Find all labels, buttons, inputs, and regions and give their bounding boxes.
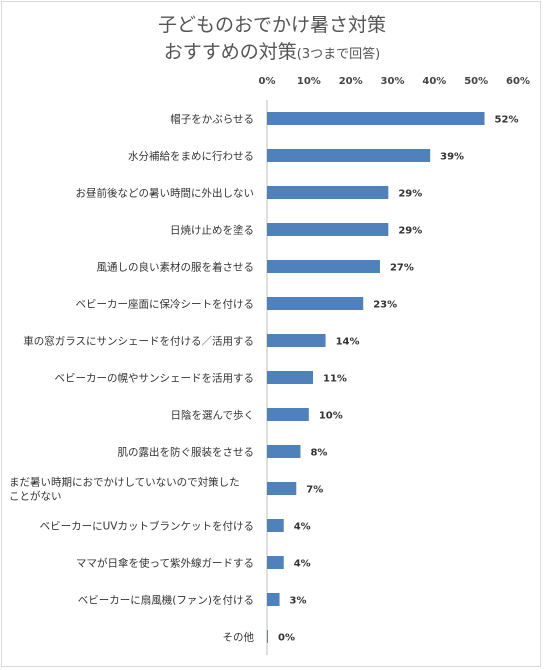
bar (267, 408, 309, 421)
category-label: 水分補給をまめに行わせる (128, 150, 254, 163)
data-label: 10% (319, 411, 343, 422)
chart-title-main: おすすめの対策 (163, 41, 297, 63)
x-tick-label: 40% (422, 76, 446, 87)
category-label: ことがない (9, 490, 62, 503)
data-label: 4% (294, 522, 311, 533)
data-label: 7% (306, 485, 323, 496)
x-tick-label: 50% (464, 76, 488, 87)
data-label: 3% (290, 596, 307, 607)
category-label: 風通しの良い素材の服を着させる (97, 261, 255, 274)
bar (267, 297, 364, 310)
data-label: 4% (294, 559, 311, 570)
bar (267, 223, 389, 236)
data-label: 52% (495, 115, 519, 126)
category-label: ベビーカーに扇風機(ファン)を付ける (78, 594, 254, 607)
bar (267, 112, 485, 125)
bar (267, 482, 297, 495)
data-label: 0% (278, 633, 295, 644)
x-tick-label: 30% (381, 76, 405, 87)
bar (267, 445, 301, 458)
category-label: ママが日傘を使って紫外線ガードする (76, 557, 254, 570)
category-label: ベビーカー座面に保冷シートを付ける (76, 298, 255, 311)
bar (267, 371, 314, 384)
category-label: 肌の露出を防ぐ服装をさせる (118, 446, 255, 459)
category-label: まだ暑い時期におでかけしていないので対策した (9, 476, 240, 489)
data-label: 23% (373, 300, 397, 311)
data-label: 11% (323, 374, 347, 385)
x-tick-label: 10% (297, 76, 321, 87)
category-label: 日焼け止めを塗る (170, 224, 254, 237)
bar (267, 556, 284, 569)
chart-title-line1: 子どものおでかけ暑さ対策 (157, 14, 386, 36)
category-label: お昼前後などの暑い時間に外出しない (76, 187, 255, 200)
x-tick-label: 20% (339, 76, 363, 87)
chart-title-note: (3つまで回答) (296, 47, 381, 62)
category-label: ベビーカーにUVカットブランケットを付ける (40, 520, 254, 533)
data-label: 27% (390, 263, 414, 274)
bar (267, 186, 389, 199)
category-label: ベビーカーの幌やサンシェードを活用する (55, 372, 255, 385)
chart-title-line2: おすすめの対策(3つまで回答) (0, 37, 544, 64)
bar (267, 334, 326, 347)
bar (267, 519, 284, 532)
data-label: 29% (398, 226, 422, 237)
bar (267, 260, 380, 273)
bar (267, 630, 268, 643)
category-label: 日陰を選んで歩く (171, 409, 254, 422)
data-label: 14% (336, 337, 360, 348)
data-label: 29% (398, 189, 422, 200)
data-label: 8% (310, 448, 327, 459)
data-label: 39% (440, 152, 464, 163)
x-tick-label: 0% (259, 76, 276, 87)
bar (267, 593, 280, 606)
category-label: 車の窓ガラスにサンシェードを付ける／活用する (23, 335, 254, 348)
bar (267, 149, 431, 162)
category-label: その他 (223, 631, 255, 644)
category-label: 帽子をかぶらせる (170, 113, 254, 126)
x-tick-label: 60% (506, 76, 530, 87)
